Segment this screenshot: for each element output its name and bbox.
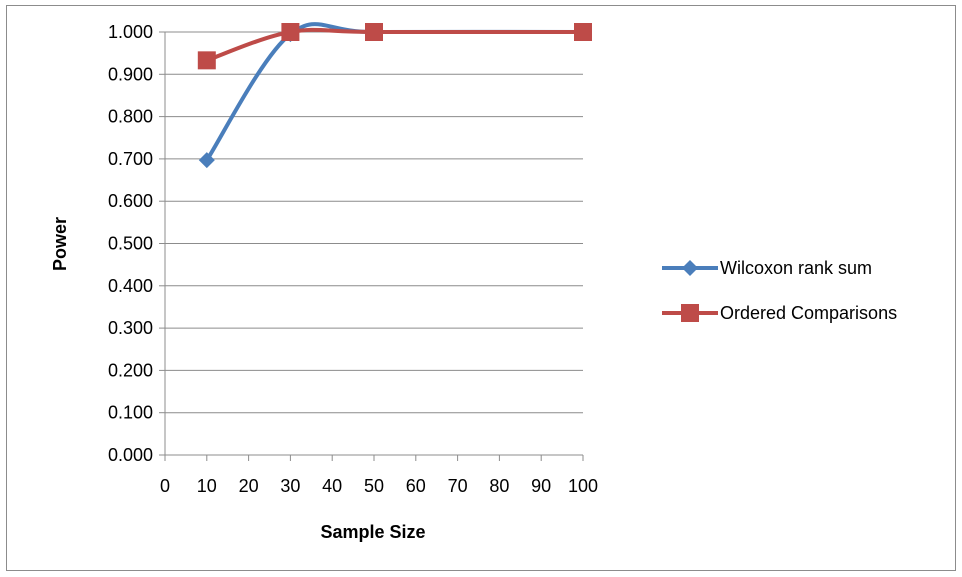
- x-tick-label-7: 70: [448, 476, 468, 496]
- series-line-0: [205, 22, 584, 162]
- gridlines: [165, 31, 583, 414]
- legend-marker-1: [681, 304, 699, 322]
- legend-item-0: Wilcoxon rank sum: [662, 258, 872, 278]
- y-tick-label-10: 1.000: [108, 22, 153, 42]
- legend-label-0: Wilcoxon rank sum: [720, 258, 872, 278]
- series-1: [197, 23, 592, 70]
- x-tick-label-10: 100: [568, 476, 598, 496]
- y-axis-title: Power: [50, 217, 70, 271]
- y-tick-label-5: 0.500: [108, 234, 153, 254]
- x-tick-label-5: 50: [364, 476, 384, 496]
- axes: [159, 31, 584, 461]
- data-point-0-0: [198, 152, 215, 169]
- x-tick-label-6: 60: [406, 476, 426, 496]
- y-tick-label-7: 0.700: [108, 149, 153, 169]
- x-tick-label-3: 30: [280, 476, 300, 496]
- series-0: [198, 22, 591, 169]
- y-tick-label-3: 0.300: [108, 318, 153, 338]
- data-point-1-0: [197, 51, 216, 70]
- chart-frame: [6, 5, 956, 571]
- x-tick-label-4: 40: [322, 476, 342, 496]
- x-axis-title: Sample Size: [320, 522, 425, 542]
- legend: Wilcoxon rank sum Ordered Comparisons: [662, 258, 897, 323]
- y-tick-label-4: 0.400: [108, 276, 153, 296]
- legend-label-1: Ordered Comparisons: [720, 303, 897, 323]
- y-tick-label-0: 0.000: [108, 445, 153, 465]
- y-tick-label-2: 0.200: [108, 360, 153, 380]
- y-tick-label-9: 0.900: [108, 64, 153, 84]
- y-tick-label-6: 0.600: [108, 191, 153, 211]
- y-tick-label-8: 0.800: [108, 107, 153, 127]
- x-tick-label-0: 0: [160, 476, 170, 496]
- series-layer: [197, 22, 592, 169]
- tick-labels: 0.000 0.100 0.200 0.300 0.400 0.500 0.600 0.700…: [108, 22, 598, 496]
- data-point-1-3: [574, 23, 592, 41]
- data-point-1-2: [365, 23, 383, 41]
- x-tick-label-9: 90: [531, 476, 551, 496]
- legend-marker-0: [682, 260, 698, 276]
- x-tick-label-2: 20: [239, 476, 259, 496]
- x-tick-label-1: 10: [197, 476, 217, 496]
- data-point-1-1: [281, 23, 300, 41]
- legend-item-1: Ordered Comparisons: [662, 303, 897, 323]
- x-tick-label-8: 80: [489, 476, 509, 496]
- y-tick-label-1: 0.100: [108, 403, 153, 423]
- series-line-1: [206, 27, 583, 63]
